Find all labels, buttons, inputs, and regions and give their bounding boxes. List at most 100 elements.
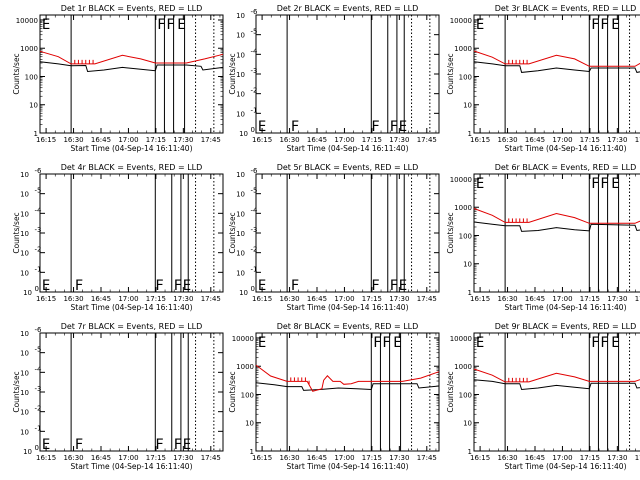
x-tick-label: 17:45 (635, 454, 640, 462)
flag-label: F (174, 437, 182, 453)
y-tick-exponent: -5 (35, 187, 42, 195)
y-tick-exponent: -2 (35, 405, 42, 413)
flag-label: F (371, 119, 379, 135)
plot-frame (255, 332, 440, 452)
flag-label: E (393, 335, 401, 351)
y-tick-label: 10 (236, 191, 245, 199)
flag-label: E (611, 335, 619, 351)
flag-label: F (382, 335, 390, 351)
y-tick-label: 10 (23, 448, 32, 456)
y-tick-exponent: -5 (251, 187, 258, 195)
y-tick-label: 10 (236, 250, 245, 258)
lld-series-line (255, 364, 440, 392)
y-tick-label: 10 (20, 230, 29, 238)
x-tick-label: 17:15 (146, 295, 166, 303)
x-tick-label: 16:30 (279, 295, 299, 303)
plot-frame (39, 14, 224, 134)
x-tick-label: 17:00 (118, 454, 138, 462)
y-tick-exponent: -6 (251, 8, 259, 16)
x-tick-label: 16:45 (525, 454, 545, 462)
x-tick-label: 17:15 (580, 295, 600, 303)
y-tick-label: 10 (20, 210, 29, 218)
flag-label: F (157, 17, 165, 33)
x-tick-label: 17:30 (173, 295, 193, 303)
x-tick-label: 16:15 (252, 295, 272, 303)
y-tick-exponent: -6 (35, 326, 43, 334)
y-tick-label: 10 (20, 191, 29, 199)
y-tick-label: 1 (468, 448, 472, 456)
y-tick-label: 10 (236, 32, 245, 40)
y-tick-label: 10000 (16, 17, 38, 25)
x-tick-label: 17:15 (362, 136, 382, 144)
y-tick-label: 10 (236, 12, 245, 20)
y-tick-exponent: -4 (35, 206, 43, 214)
y-tick-label: 10 (236, 110, 245, 118)
panel-9: Det 9r BLACK = Events, RED = LLD 1 10 100 10… (446, 322, 640, 471)
flag-label: E (258, 119, 266, 135)
y-tick-label: 10 (20, 250, 29, 258)
y-tick-label: 10 (463, 420, 472, 428)
panel-3: Det 3r BLACK = Events, RED = LLD 1 10 100 10… (446, 4, 640, 153)
x-tick-label: 16:30 (497, 454, 517, 462)
flag-label: F (600, 17, 608, 33)
flag-label: F (371, 278, 379, 294)
x-tick-label: 16:45 (307, 136, 327, 144)
y-tick-label: 10 (23, 289, 32, 297)
x-axis-label: Start Time (04-Sep-14 16:11:40) (71, 303, 193, 312)
x-tick-label: 17:45 (201, 295, 221, 303)
x-tick-label: 16:15 (252, 136, 272, 144)
lld-series-line (473, 208, 640, 224)
y-tick-label: 10 (236, 210, 245, 218)
y-tick-label: 1000 (454, 363, 472, 371)
y-tick-label: 10 (20, 171, 29, 179)
y-tick-label: 10 (245, 420, 254, 428)
x-tick-label: 16:15 (252, 454, 272, 462)
y-tick-label: 10 (236, 269, 245, 277)
y-tick-label: 10 (236, 71, 245, 79)
x-axis-label: Start Time (04-Sep-14 16:11:40) (287, 144, 409, 153)
flag-label: F (174, 278, 182, 294)
x-tick-label: 17:15 (146, 454, 166, 462)
x-tick-label: 16:15 (36, 136, 56, 144)
x-tick-label: 16:45 (91, 136, 111, 144)
y-tick-label: 100 (241, 391, 254, 399)
flag-label: E (611, 17, 619, 33)
y-tick-label: 10 (463, 102, 472, 110)
y-tick-label: 10 (20, 350, 29, 358)
panel-title: Det 5r BLACK = Events, RED = LLD (277, 163, 419, 172)
x-tick-label: 17:15 (362, 454, 382, 462)
y-tick-exponent: -2 (35, 246, 42, 254)
panel-title: Det 9r BLACK = Events, RED = LLD (495, 322, 637, 331)
y-tick-label: 1000 (20, 45, 38, 53)
y-tick-exponent: -2 (251, 246, 258, 254)
y-tick-exponent: 0 (35, 285, 39, 293)
x-tick-label: 17:00 (552, 454, 572, 462)
x-tick-label: 16:45 (525, 295, 545, 303)
y-axis-label: Counts/sec (446, 371, 455, 412)
x-tick-label: 16:30 (279, 454, 299, 462)
x-tick-label: 16:15 (470, 454, 490, 462)
y-tick-exponent: 0 (251, 285, 255, 293)
x-tick-label: 16:45 (91, 454, 111, 462)
y-tick-exponent: -5 (251, 28, 258, 36)
y-tick-label: 10 (236, 51, 245, 59)
x-tick-label: 16:15 (36, 295, 56, 303)
flag-label: F (591, 335, 599, 351)
x-tick-label: 17:00 (552, 295, 572, 303)
y-tick-label: 10 (20, 428, 29, 436)
x-tick-label: 17:45 (635, 136, 640, 144)
x-tick-label: 16:30 (63, 454, 83, 462)
y-tick-label: 100 (459, 73, 472, 81)
y-tick-label: 1 (34, 130, 38, 138)
y-axis-label: Counts/sec (228, 53, 237, 94)
flag-label: E (476, 335, 484, 351)
y-tick-exponent: -5 (35, 346, 42, 354)
flag-label: E (183, 278, 191, 294)
y-tick-exponent: -1 (35, 424, 42, 432)
flag-label: E (611, 176, 619, 192)
x-tick-label: 17:15 (580, 454, 600, 462)
